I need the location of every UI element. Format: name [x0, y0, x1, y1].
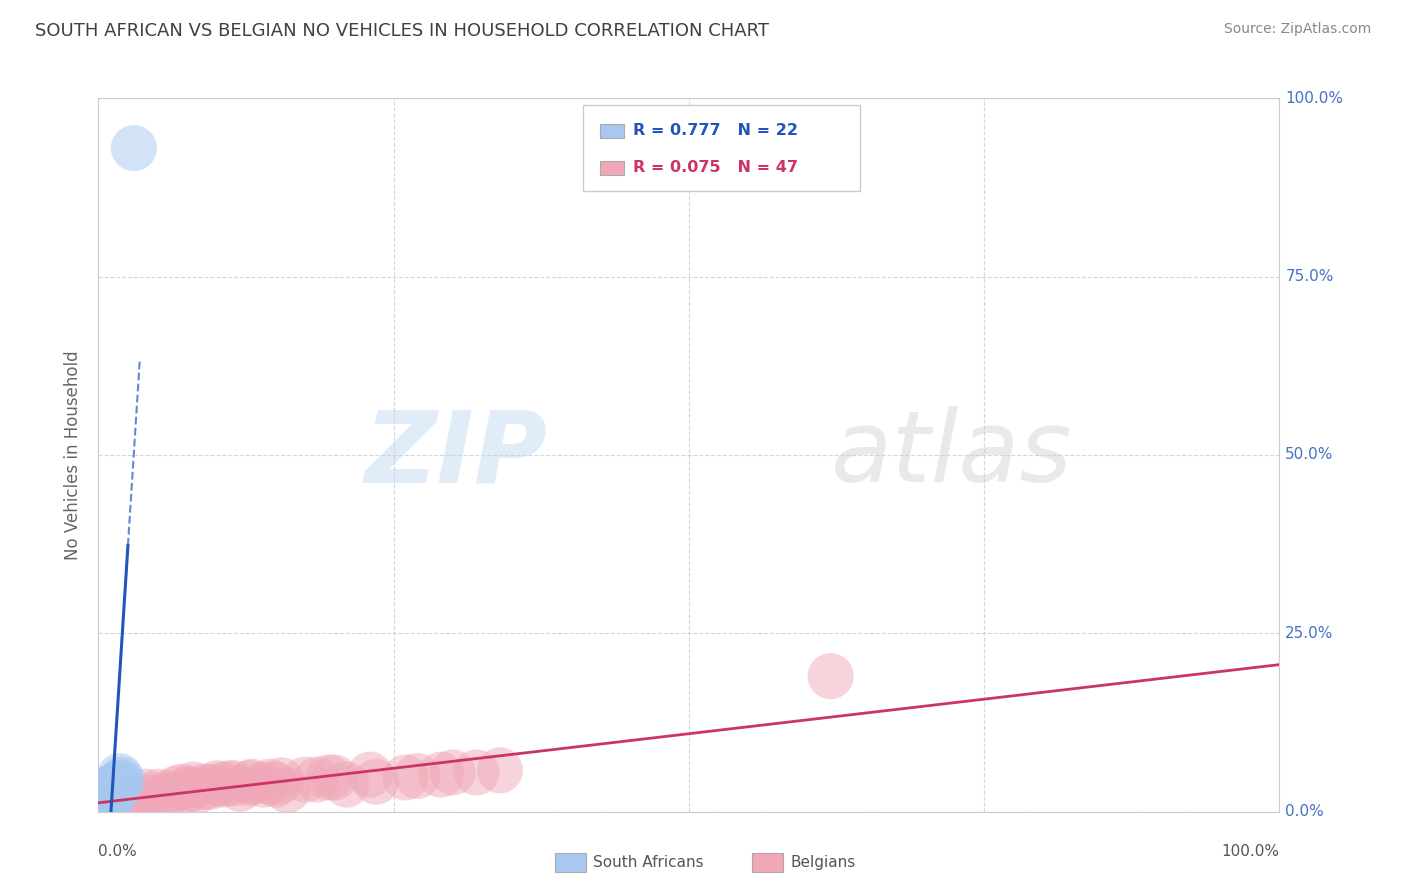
Point	[122, 792, 145, 806]
Point	[170, 780, 193, 794]
Point	[122, 141, 145, 155]
Point	[318, 771, 340, 785]
Point	[180, 781, 202, 796]
Text: 0.0%: 0.0%	[98, 844, 138, 859]
Text: 100.0%: 100.0%	[1285, 91, 1343, 105]
Point	[146, 785, 169, 799]
Point	[253, 778, 276, 792]
Point	[305, 772, 328, 787]
Point	[105, 778, 128, 792]
Point	[98, 787, 121, 801]
Text: Belgians: Belgians	[790, 855, 855, 870]
Text: R = 0.777   N = 22: R = 0.777 N = 22	[634, 123, 799, 138]
Point	[105, 785, 128, 799]
Point	[101, 781, 124, 796]
Text: 50.0%: 50.0%	[1285, 448, 1334, 462]
Text: South Africans: South Africans	[593, 855, 704, 870]
FancyBboxPatch shape	[600, 124, 624, 138]
Point	[489, 764, 512, 778]
Point	[364, 774, 387, 789]
Text: R = 0.075   N = 47: R = 0.075 N = 47	[634, 161, 799, 175]
Point	[441, 765, 464, 780]
Point	[135, 785, 157, 799]
Point	[465, 765, 488, 780]
Point	[98, 783, 121, 797]
Point	[211, 778, 233, 792]
Point	[101, 783, 124, 797]
Point	[108, 769, 131, 783]
Point	[97, 787, 120, 801]
Point	[101, 780, 124, 794]
Text: 75.0%: 75.0%	[1285, 269, 1334, 284]
Point	[820, 669, 842, 683]
Point	[176, 783, 198, 797]
Text: ZIP: ZIP	[364, 407, 547, 503]
Point	[229, 781, 252, 796]
Point	[200, 780, 222, 794]
Point	[187, 783, 209, 797]
Point	[270, 773, 292, 788]
Text: Source: ZipAtlas.com: Source: ZipAtlas.com	[1223, 22, 1371, 37]
Point	[98, 794, 121, 808]
Text: 25.0%: 25.0%	[1285, 626, 1334, 640]
Point	[294, 772, 316, 787]
Point	[111, 772, 134, 787]
Point	[259, 774, 281, 789]
Point	[240, 774, 263, 789]
Y-axis label: No Vehicles in Household: No Vehicles in Household	[65, 350, 83, 560]
Point	[359, 767, 381, 781]
Point	[108, 790, 131, 805]
Point	[194, 780, 217, 794]
Point	[224, 776, 246, 790]
Point	[105, 780, 128, 794]
Point	[152, 789, 174, 803]
Point	[264, 778, 287, 792]
Point	[111, 793, 134, 807]
FancyBboxPatch shape	[582, 105, 860, 191]
Point	[217, 776, 239, 790]
Point	[430, 767, 453, 781]
Point	[98, 789, 121, 803]
Point	[335, 778, 357, 792]
Point	[108, 774, 131, 789]
Point	[205, 776, 228, 790]
Point	[93, 790, 115, 805]
Text: atlas: atlas	[831, 407, 1073, 503]
Point	[97, 794, 120, 808]
Point	[157, 787, 180, 801]
Point	[108, 776, 131, 790]
Point	[112, 792, 135, 806]
Point	[394, 771, 416, 785]
Point	[406, 769, 429, 783]
Point	[165, 781, 187, 796]
Point	[97, 796, 120, 810]
Point	[117, 789, 139, 803]
Point	[239, 776, 262, 790]
Point	[276, 783, 298, 797]
FancyBboxPatch shape	[600, 161, 624, 175]
Text: 100.0%: 100.0%	[1222, 844, 1279, 859]
Point	[323, 771, 346, 785]
Text: SOUTH AFRICAN VS BELGIAN NO VEHICLES IN HOUSEHOLD CORRELATION CHART: SOUTH AFRICAN VS BELGIAN NO VEHICLES IN …	[35, 22, 769, 40]
Point	[101, 787, 124, 801]
Point	[101, 790, 124, 805]
Point	[101, 785, 124, 799]
Point	[181, 778, 204, 792]
Point	[141, 789, 163, 803]
Text: 0.0%: 0.0%	[1285, 805, 1324, 819]
Point	[105, 778, 128, 792]
Point	[97, 792, 120, 806]
Point	[128, 790, 150, 805]
